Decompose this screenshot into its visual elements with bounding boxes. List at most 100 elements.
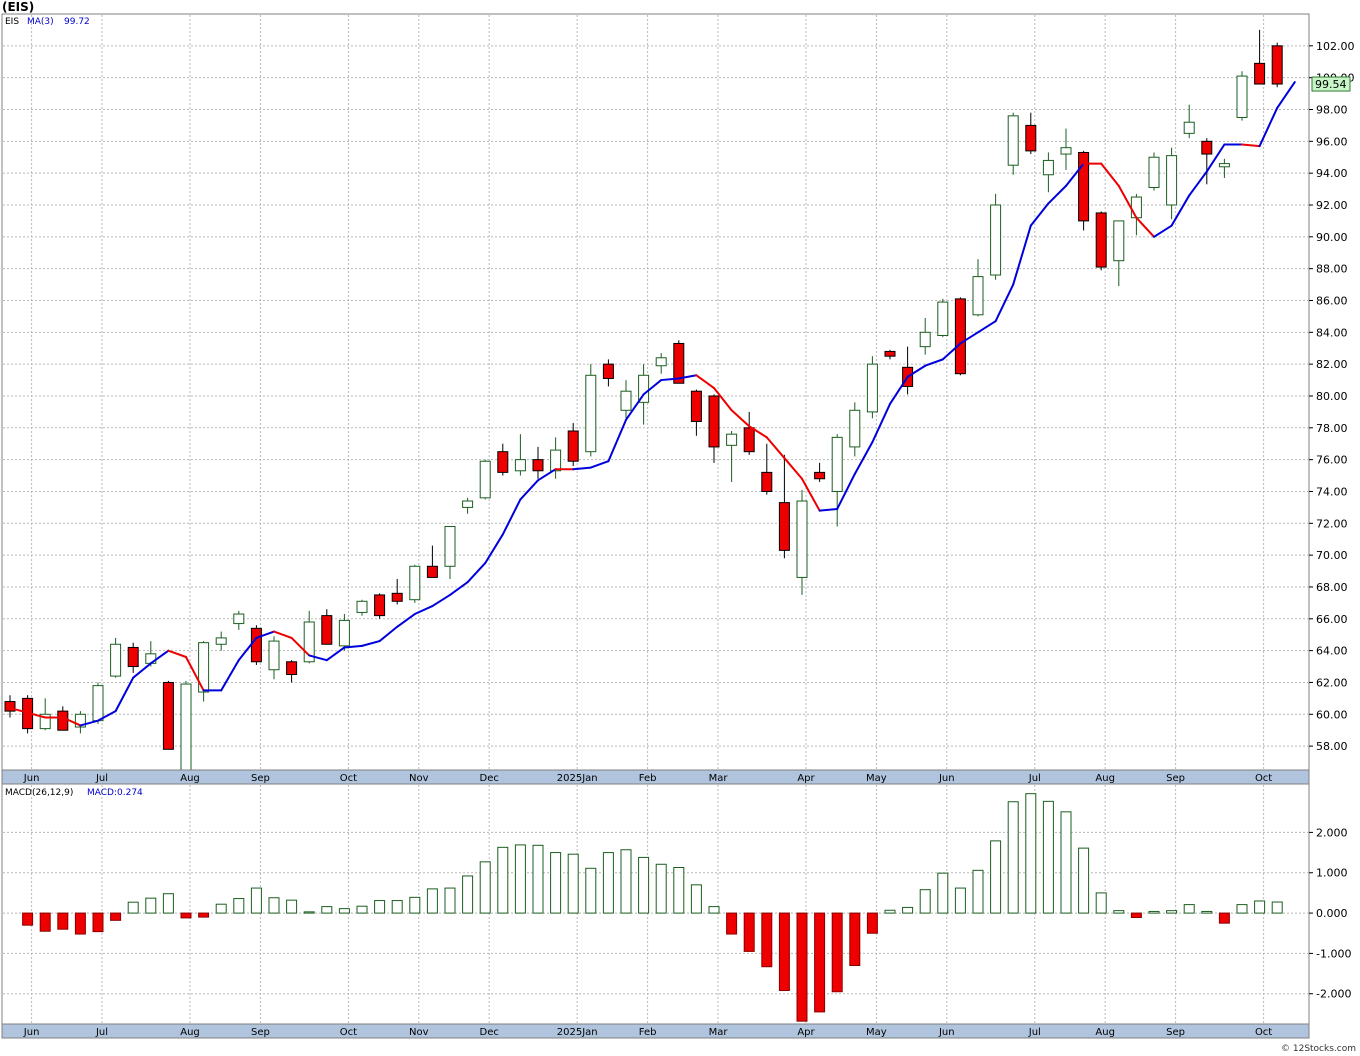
macd-bar bbox=[1271, 901, 1283, 914]
macd-y-tick-label: 2.000 bbox=[1316, 826, 1348, 839]
price-x-label: Jun bbox=[938, 773, 955, 784]
macd-bar bbox=[444, 887, 456, 914]
ma3-segment bbox=[1012, 224, 1032, 286]
candle bbox=[127, 642, 139, 673]
macd-x-label: 2025Jan bbox=[557, 1027, 598, 1038]
candle bbox=[233, 610, 245, 630]
candle bbox=[4, 695, 16, 718]
ma3-segment bbox=[449, 581, 469, 596]
macd-bar bbox=[74, 912, 86, 935]
candle-body bbox=[972, 276, 984, 316]
macd-bar bbox=[92, 912, 104, 933]
candle bbox=[655, 353, 667, 374]
macd-y-tick-label: -1.000 bbox=[1316, 947, 1351, 960]
price-x-label: Jul bbox=[1028, 773, 1041, 784]
macd-bar bbox=[796, 912, 808, 1022]
macd-bar bbox=[233, 898, 245, 914]
candle-body bbox=[57, 710, 69, 731]
candle-body bbox=[74, 713, 86, 728]
candle-body bbox=[919, 331, 931, 348]
candle-body bbox=[1271, 45, 1283, 85]
candle-body bbox=[638, 374, 650, 403]
macd-x-label: Oct bbox=[1255, 1027, 1272, 1038]
candle bbox=[1095, 211, 1107, 271]
candle bbox=[567, 423, 579, 467]
price-y-tick-label: 68.00 bbox=[1316, 581, 1348, 594]
price-x-label: Sep bbox=[251, 773, 270, 784]
macd-bar bbox=[426, 888, 438, 914]
macd-bar bbox=[1218, 912, 1230, 924]
candle bbox=[778, 454, 790, 559]
candle-body bbox=[479, 460, 491, 499]
macd-bar bbox=[497, 846, 509, 914]
macd-bar bbox=[1078, 847, 1090, 914]
ma3-segment bbox=[660, 377, 680, 382]
candle bbox=[514, 434, 526, 476]
macd-bar bbox=[814, 912, 826, 1013]
ma3-segment bbox=[308, 654, 328, 662]
candle bbox=[831, 434, 843, 527]
candle-body bbox=[726, 433, 738, 446]
price-y-tick-label: 74.00 bbox=[1316, 485, 1348, 498]
candle-body bbox=[39, 713, 51, 730]
ma3-segment bbox=[642, 379, 663, 396]
ma3-segment bbox=[26, 711, 47, 719]
candle bbox=[110, 637, 122, 678]
price-x-label: Nov bbox=[409, 773, 429, 784]
macd-bar bbox=[866, 912, 878, 934]
ma3-segment bbox=[589, 460, 610, 469]
last-price-tag-box bbox=[1311, 76, 1351, 92]
candle bbox=[550, 437, 562, 479]
ma3-segment bbox=[255, 630, 275, 639]
candle-body bbox=[233, 613, 245, 625]
price-y-tick-label: 58.00 bbox=[1316, 740, 1348, 753]
candle bbox=[391, 579, 403, 605]
macd-bar bbox=[919, 889, 931, 914]
macd-bar bbox=[902, 906, 914, 914]
price-x-label: 2025Jan bbox=[557, 773, 598, 784]
macd-bar bbox=[972, 869, 984, 914]
ma3-segment bbox=[801, 477, 821, 512]
ma3-segment bbox=[519, 479, 539, 501]
price-panel-frame bbox=[1, 13, 1310, 771]
price-y-tick-label: 102.00 bbox=[1316, 40, 1355, 53]
candle-body bbox=[250, 627, 262, 663]
ma3-segment bbox=[871, 402, 891, 444]
macd-bar bbox=[778, 912, 790, 992]
legend-symbol: EIS bbox=[5, 17, 19, 27]
price-panel: 58.00 60.00 62.00 64.00 66.00 68.00 70.00 72.00… bbox=[1, 13, 1355, 794]
ma3-segment bbox=[818, 507, 839, 512]
ma3-segment bbox=[484, 533, 504, 565]
macd-bar bbox=[954, 887, 966, 914]
ma3-segment bbox=[572, 466, 592, 471]
macd-bar bbox=[690, 884, 702, 914]
macd-x-label: Apr bbox=[797, 1027, 815, 1038]
macd-bar bbox=[409, 896, 421, 914]
macd-bar bbox=[532, 844, 544, 914]
macd-x-label: Aug bbox=[1095, 1027, 1115, 1038]
macd-x-label: Feb bbox=[639, 1027, 657, 1038]
ma3-segment bbox=[695, 374, 715, 390]
macd-bar bbox=[145, 897, 157, 914]
candle-body bbox=[673, 342, 685, 384]
macd-bar bbox=[127, 901, 139, 914]
price-y-tick-label: 98.00 bbox=[1316, 103, 1348, 116]
macd-x-label: Oct bbox=[340, 1027, 357, 1038]
candle-body bbox=[321, 615, 333, 645]
ma3-segment bbox=[132, 662, 152, 679]
candle bbox=[972, 259, 984, 317]
macd-bar bbox=[321, 906, 333, 914]
macd-bar bbox=[1148, 910, 1160, 914]
price-y-tick-label: 78.00 bbox=[1316, 422, 1348, 435]
candle-body bbox=[1025, 124, 1037, 152]
ma3-segment bbox=[290, 636, 311, 657]
candle bbox=[937, 298, 949, 338]
candle bbox=[1254, 29, 1266, 85]
candle-body bbox=[4, 701, 16, 712]
price-x-axis-band: Jun Jul Aug Sep Oct Nov Dec 2025Jan Feb Mar Apr May… bbox=[1, 769, 1310, 785]
ma3-segment bbox=[220, 659, 240, 692]
price-y-tick-label: 66.00 bbox=[1316, 613, 1348, 626]
candle-body bbox=[215, 637, 227, 645]
candle-body bbox=[937, 301, 949, 336]
price-y-tick-label: 60.00 bbox=[1316, 708, 1348, 721]
